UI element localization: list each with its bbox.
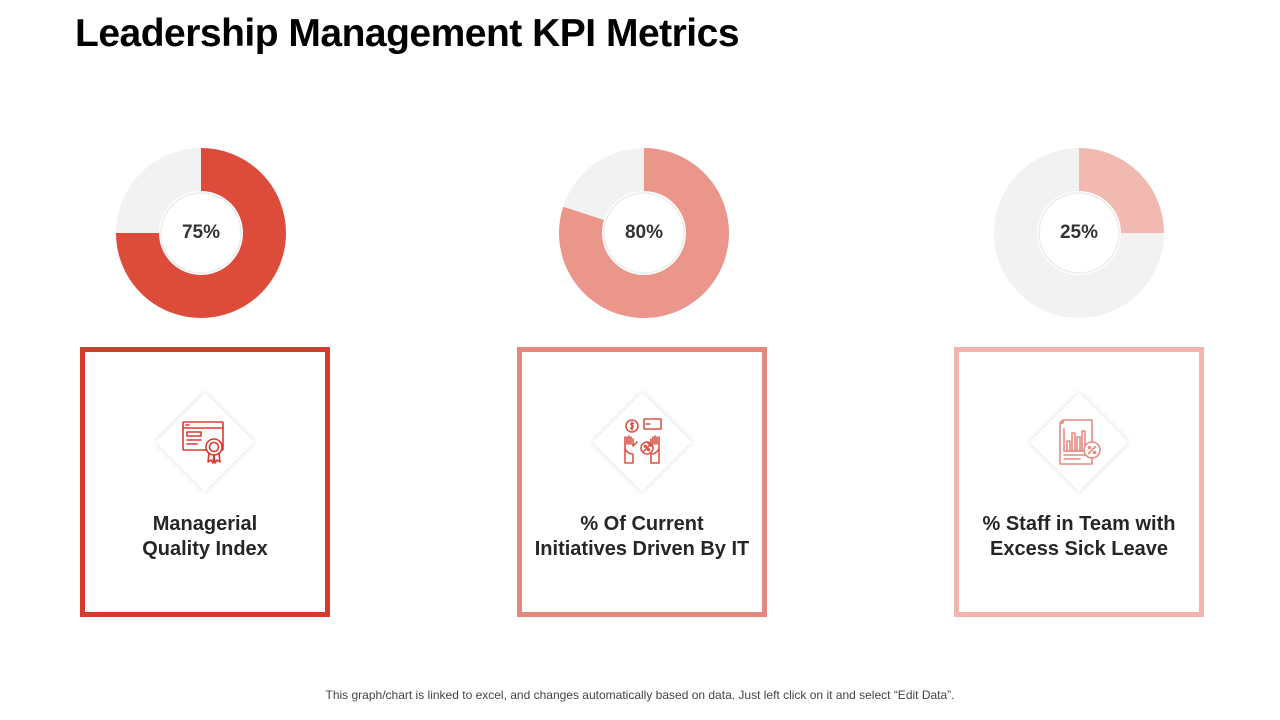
donut-svg: [116, 148, 286, 318]
icon-badge: [592, 392, 692, 492]
footnote: This graph/chart is linked to excel, and…: [325, 688, 955, 702]
kpi-card-initiatives-it[interactable]: % Of Current Initiatives Driven By IT: [517, 347, 767, 617]
hands-money-percent-icon: [624, 418, 662, 464]
donut-arc-initiatives-it: [559, 148, 729, 318]
donut-arc-managerial-quality: [116, 148, 286, 318]
kpi-card-label-line: Quality Index: [142, 538, 268, 560]
kpi-card-label: % Staff in Team with Excess Sick Leave: [969, 512, 1189, 562]
donut-chart-initiatives-it[interactable]: 80%: [559, 148, 729, 318]
donut-svg: [559, 148, 729, 318]
donut-value-label: 80%: [624, 222, 664, 243]
icon-badge: [155, 392, 255, 492]
kpi-card-label: % Of Current Initiatives Driven By IT: [532, 512, 752, 562]
donut-value-label: 75%: [181, 222, 221, 243]
kpi-card-label: Managerial Quality Index: [95, 512, 315, 562]
donut-svg: [994, 148, 1164, 318]
donut-arc-sick-leave: [1078, 148, 1164, 234]
donut-chart-managerial-quality[interactable]: 75%: [116, 148, 286, 318]
donut-center: [603, 192, 685, 274]
kpi-card-label-line: % Of Current: [580, 513, 704, 535]
report-percent-icon: [1059, 419, 1101, 465]
page-title: Leadership Management KPI Metrics: [75, 12, 740, 55]
kpi-card-label-line: Excess Sick Leave: [990, 538, 1168, 560]
kpi-card-label-line: Managerial: [152, 513, 258, 535]
donut-center: [1038, 192, 1120, 274]
donut-chart-sick-leave[interactable]: 25%: [994, 148, 1164, 318]
kpi-card-label-line: % Staff in Team with: [982, 513, 1176, 535]
certificate-icon: [182, 421, 224, 464]
kpi-card-managerial-quality[interactable]: Managerial Quality Index: [80, 347, 330, 617]
donut-center: [160, 192, 242, 274]
kpi-card-sick-leave[interactable]: % Staff in Team with Excess Sick Leave: [954, 347, 1204, 617]
donut-value-label: 25%: [1059, 222, 1099, 243]
kpi-card-label-line: Initiatives Driven By IT: [534, 538, 750, 560]
icon-badge: [1029, 392, 1129, 492]
